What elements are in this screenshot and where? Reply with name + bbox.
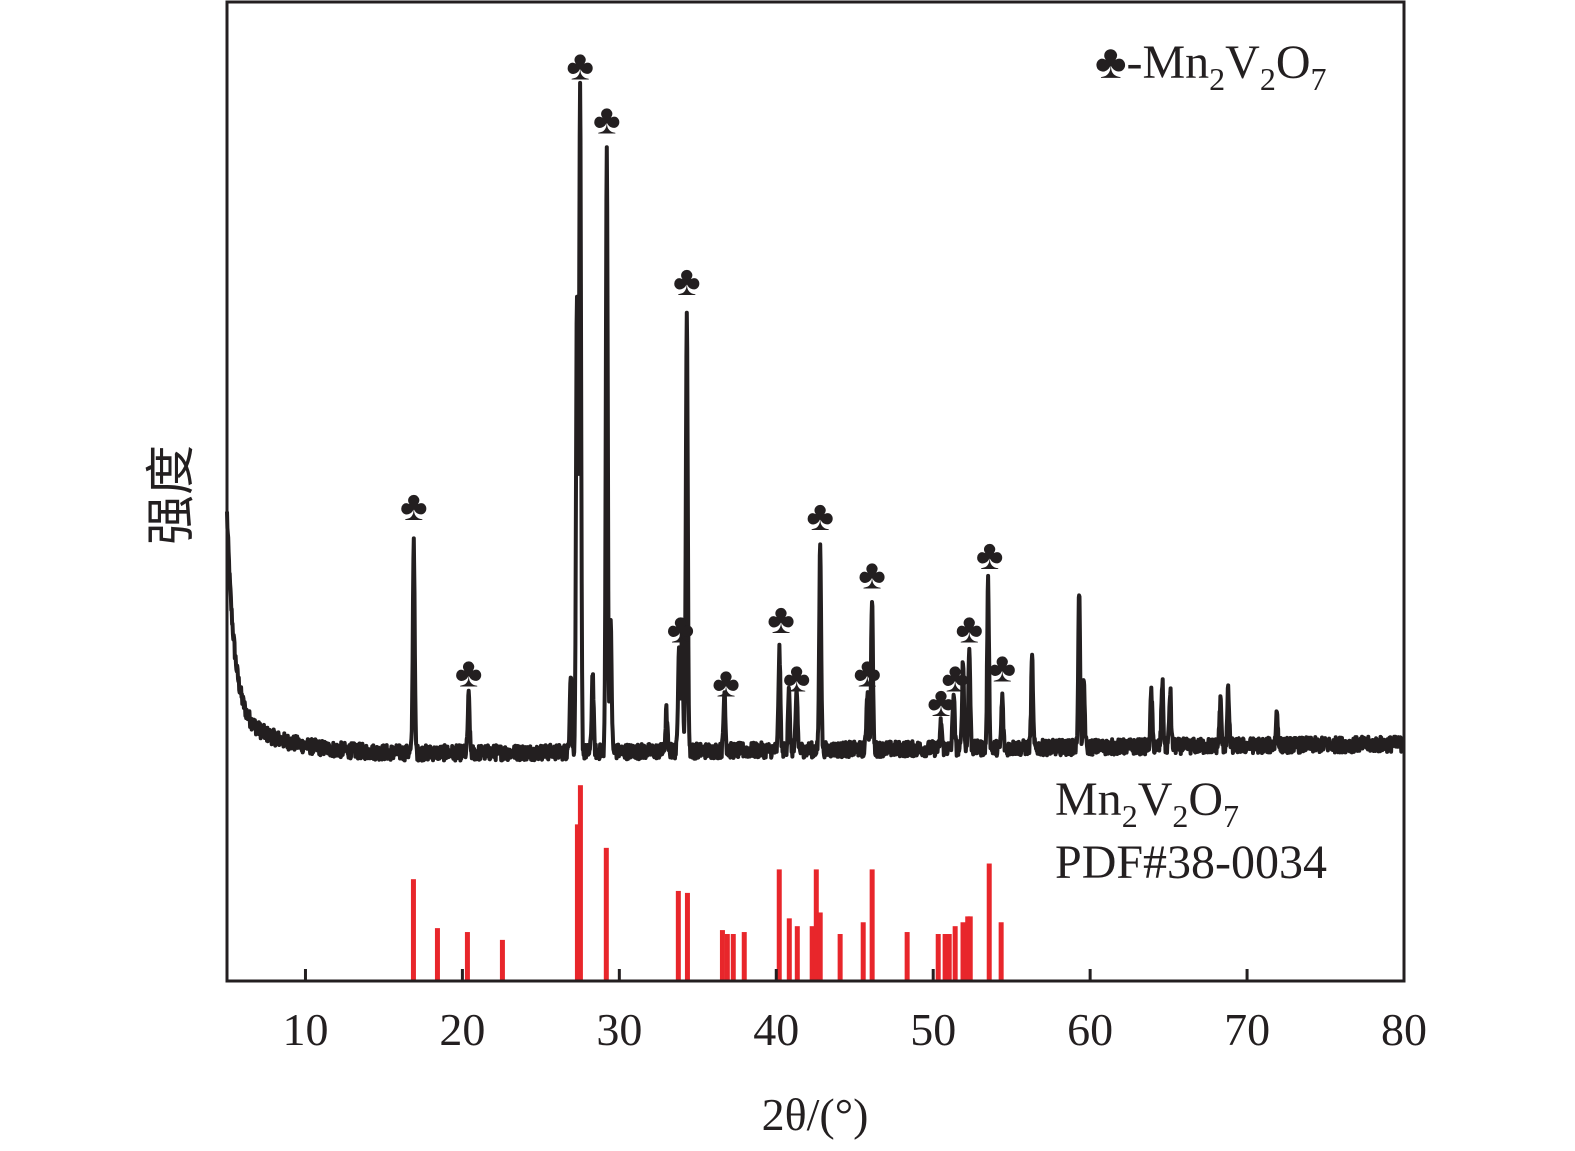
- reference-stick: [410, 879, 416, 981]
- xrd-pattern-line: [225, 80, 1406, 763]
- x-tick-label: 40: [753, 1004, 799, 1055]
- reference-label: Mn2V2O7 PDF#38-0034: [1055, 773, 1327, 889]
- reference-sticks: [410, 785, 1004, 981]
- reference-stick: [946, 934, 952, 981]
- x-tick-label: 30: [596, 1004, 642, 1055]
- reference-stick: [998, 922, 1004, 981]
- reference-stick: [574, 824, 580, 981]
- reference-stick: [675, 890, 681, 981]
- x-axis-label: 2θ/(°): [762, 1089, 869, 1140]
- reference-stick: [603, 847, 609, 981]
- reference-stick: [724, 934, 730, 981]
- phase-marker-club: ♣: [976, 533, 1004, 579]
- reference-stick: [860, 922, 866, 981]
- x-axis-ticks: 10 20 30 40 50 60 70 80: [282, 969, 1427, 1055]
- reference-stick: [986, 863, 992, 981]
- reference-stick: [869, 869, 875, 981]
- x-tick-label: 80: [1381, 1004, 1427, 1055]
- pdf-card-label: PDF#38-0034: [1055, 836, 1327, 889]
- svg-text:Mn2V2O7: Mn2V2O7: [1055, 773, 1239, 834]
- phase-marker-club: ♣: [858, 553, 886, 599]
- reference-stick: [719, 930, 725, 981]
- x-tick-label: 10: [282, 1004, 328, 1055]
- reference-stick: [577, 785, 583, 981]
- reference-stick: [730, 934, 736, 981]
- reference-stick: [837, 934, 843, 981]
- phase-marker-club: ♣: [566, 44, 594, 90]
- reference-stick: [684, 892, 690, 981]
- reference-stick: [935, 934, 941, 981]
- svg-text:♣-Mn2V2O7: ♣-Mn2V2O7: [1095, 36, 1327, 97]
- reference-stick: [904, 932, 910, 981]
- x-tick-label: 20: [439, 1004, 485, 1055]
- reference-stick: [741, 932, 747, 981]
- reference-stick: [776, 869, 782, 981]
- phase-marker-club: ♣: [806, 494, 834, 540]
- phase-marker-club: ♣: [712, 660, 740, 706]
- phase-marker-club: ♣: [941, 656, 969, 702]
- phase-marker-club: ♣: [667, 607, 695, 653]
- reference-stick: [786, 918, 792, 981]
- reference-stick: [965, 916, 971, 981]
- x-tick-label: 60: [1067, 1004, 1113, 1055]
- reference-stick: [817, 912, 823, 981]
- plot-frame: [225, 0, 1406, 983]
- phase-marker-club: ♣: [956, 607, 984, 653]
- phase-marker-club: ♣: [455, 651, 483, 697]
- reference-stick: [794, 926, 800, 981]
- legend: ♣-Mn2V2O7: [1095, 36, 1327, 97]
- y-axis-label: 强度: [143, 445, 199, 545]
- phase-marker-club: ♣: [593, 97, 621, 143]
- reference-stick: [809, 926, 815, 981]
- reference-stick: [952, 926, 958, 981]
- phase-marker-club: ♣: [783, 656, 811, 702]
- reference-stick: [464, 932, 470, 981]
- phase-marker-club: ♣: [673, 259, 701, 305]
- reference-stick: [960, 922, 966, 981]
- phase-marker-club: ♣: [400, 484, 428, 530]
- x-tick-label: 50: [910, 1004, 956, 1055]
- phase-marker-club: ♣: [854, 651, 882, 697]
- phase-marker-club: ♣: [767, 597, 795, 643]
- reference-stick: [434, 928, 440, 981]
- reference-stick: [813, 869, 819, 981]
- phase-marker-club: ♣: [988, 646, 1016, 692]
- x-tick-label: 70: [1224, 1004, 1270, 1055]
- legend-marker: ♣: [1095, 36, 1127, 89]
- reference-stick: [967, 916, 973, 981]
- reference-stick: [942, 934, 948, 981]
- phase-markers: ♣♣♣♣♣♣♣♣♣♣♣♣♣♣♣♣♣: [400, 44, 1016, 726]
- phase-marker-club: ♣: [927, 680, 955, 726]
- reference-stick: [499, 939, 505, 981]
